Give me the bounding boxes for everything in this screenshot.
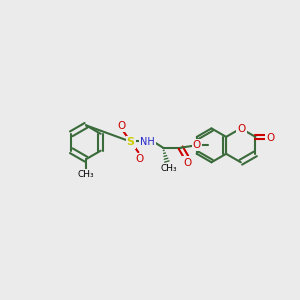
- Text: O: O: [266, 133, 274, 143]
- Text: O: O: [136, 154, 144, 164]
- Text: CH₃: CH₃: [160, 164, 177, 173]
- Text: NH: NH: [140, 137, 155, 148]
- Text: S: S: [127, 137, 135, 148]
- Text: O: O: [184, 158, 192, 167]
- Text: CH₃: CH₃: [78, 170, 94, 179]
- Text: O: O: [193, 140, 201, 150]
- Text: O: O: [237, 124, 246, 134]
- Text: O: O: [117, 121, 125, 131]
